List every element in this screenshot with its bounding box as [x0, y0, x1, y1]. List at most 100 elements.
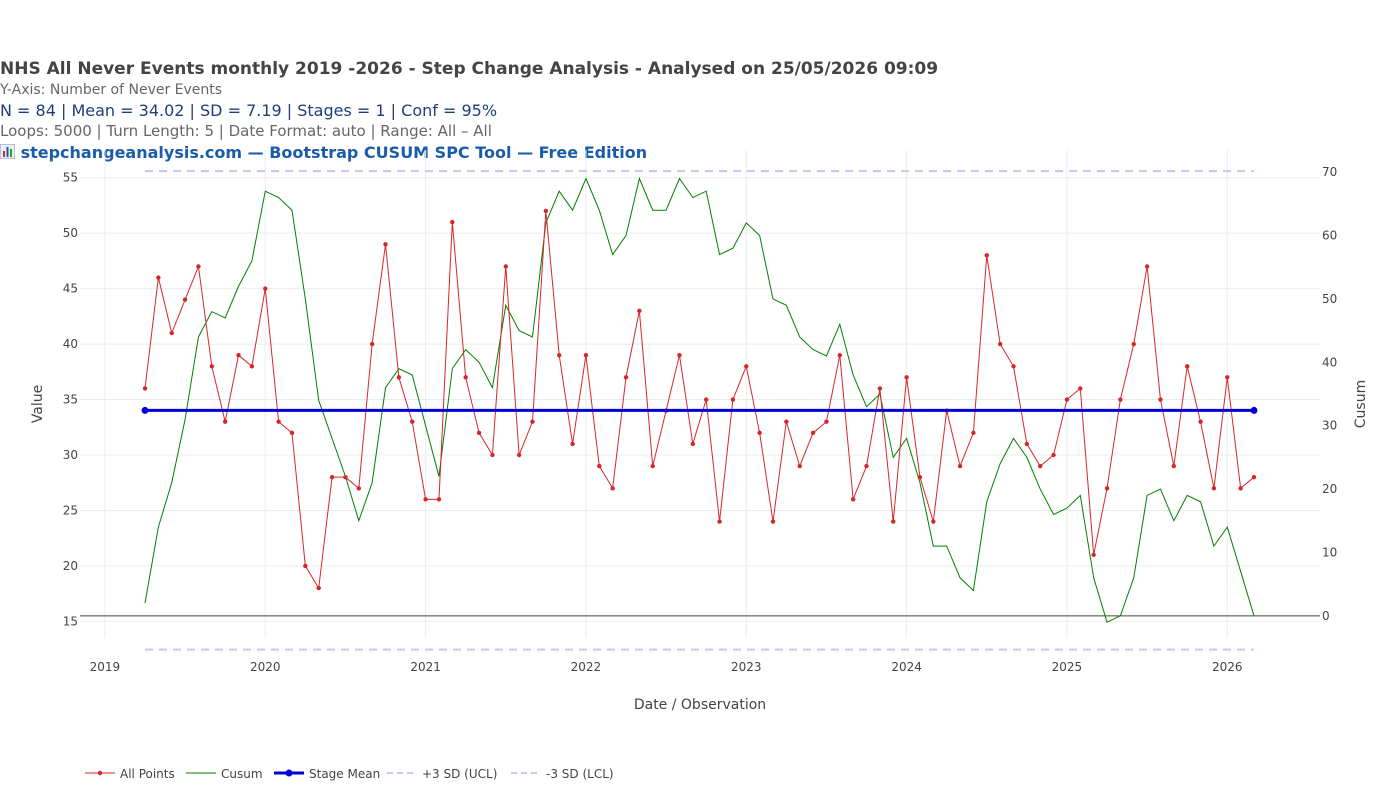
data-point [891, 519, 896, 524]
data-point [1198, 419, 1203, 424]
data-point [1064, 397, 1070, 402]
data-point [1038, 463, 1043, 469]
chart-title: NHS All Never Events monthly 2019 -2026 … [0, 59, 939, 79]
data-point [717, 519, 722, 524]
data-point [1104, 486, 1110, 491]
data-point [597, 463, 602, 469]
data-point [169, 330, 174, 336]
y2-tick-label: 40 [1322, 355, 1337, 369]
stage-mean-marker [1250, 406, 1258, 414]
data-point [383, 242, 388, 247]
y-tick-label: 35 [63, 393, 78, 407]
y-axis-description: Y-Axis: Number of Never Events [0, 82, 223, 98]
data-point [249, 364, 255, 369]
site-link-text[interactable]: stepchangeanalysis.com — Bootstrap CUSUM… [20, 143, 648, 162]
x-tick-label: 2020 [250, 660, 281, 674]
data-point [637, 308, 642, 314]
y2-tick-label: 20 [1322, 482, 1337, 496]
data-point [677, 352, 682, 358]
data-point [436, 497, 442, 502]
data-point [1051, 452, 1056, 458]
data-point [1024, 441, 1030, 447]
y2-tick-label: 0 [1322, 609, 1330, 623]
data-point [209, 364, 215, 369]
data-point [423, 497, 428, 502]
x-tick-label: 2019 [90, 660, 121, 674]
data-point [1158, 397, 1163, 402]
stage-mean-marker [141, 406, 149, 414]
y-tick-label: 30 [63, 448, 78, 462]
data-point [784, 419, 789, 424]
legend-label: -3 SD (LCL) [546, 767, 614, 781]
x-tick-label: 2022 [571, 660, 602, 674]
data-point [610, 486, 615, 491]
data-point [516, 452, 522, 458]
data-point [1251, 474, 1257, 480]
data-point [182, 297, 188, 302]
data-point [623, 375, 629, 380]
data-point [797, 463, 802, 469]
data-point [530, 419, 535, 424]
data-point [196, 264, 201, 269]
y-tick-label: 40 [63, 337, 78, 351]
site-link[interactable]: stepchangeanalysis.com — Bootstrap CUSUM… [0, 143, 647, 162]
data-point [396, 375, 402, 380]
x-tick-label: 2026 [1212, 660, 1243, 674]
x-tick-label: 2025 [1052, 660, 1083, 674]
y2-tick-label: 60 [1322, 229, 1337, 243]
data-point [369, 341, 375, 347]
data-point [1238, 486, 1243, 491]
x-tick-label: 2021 [410, 660, 441, 674]
data-point [744, 364, 749, 369]
data-point [1011, 364, 1016, 369]
legend-swatch-marker [285, 769, 293, 777]
data-point [156, 275, 161, 280]
data-point [463, 375, 468, 380]
data-point [1225, 375, 1230, 380]
data-point [997, 341, 1003, 347]
x-tick-label: 2023 [731, 660, 762, 674]
data-point [329, 474, 335, 480]
x-tick-label: 2024 [891, 660, 922, 674]
data-point [957, 463, 963, 469]
y-tick-label: 15 [63, 614, 78, 628]
data-point [730, 397, 736, 402]
data-point [490, 452, 495, 458]
legend-label: Cusum [221, 767, 263, 781]
legend-swatch-marker [97, 770, 103, 776]
data-point [1091, 552, 1096, 558]
data-point [276, 419, 281, 424]
data-point [583, 352, 589, 358]
legend-label: +3 SD (UCL) [422, 767, 497, 781]
data-point [236, 352, 241, 358]
y-tick-label: 25 [63, 503, 78, 517]
legend-label: Stage Mean [309, 767, 380, 781]
data-point [450, 219, 455, 225]
y2-tick-label: 10 [1322, 545, 1337, 559]
data-point [690, 441, 696, 447]
data-point [410, 419, 415, 424]
data-point [557, 352, 562, 358]
data-point [1131, 341, 1136, 347]
stats-summary: N = 84 | Mean = 34.02 | SD = 7.19 | Stag… [0, 101, 498, 120]
data-point [503, 264, 508, 269]
data-point [570, 441, 575, 447]
y-tick-label: 45 [63, 282, 78, 296]
data-point [316, 585, 321, 591]
data-point [770, 519, 776, 524]
data-point [1211, 486, 1217, 491]
all-points-line [144, 210, 1255, 590]
data-point [757, 430, 762, 436]
data-point [904, 375, 909, 380]
x-axis-title: Date / Observation [634, 697, 766, 713]
data-point [917, 474, 923, 480]
data-point [837, 352, 842, 358]
data-point [1171, 463, 1177, 469]
data-point [303, 563, 308, 569]
y-tick-label: 55 [63, 171, 78, 185]
y2-tick-label: 70 [1322, 165, 1337, 179]
analysis-settings: Loops: 5000 | Turn Length: 5 | Date Form… [0, 122, 492, 140]
data-point [703, 397, 709, 402]
data-point [343, 474, 348, 480]
